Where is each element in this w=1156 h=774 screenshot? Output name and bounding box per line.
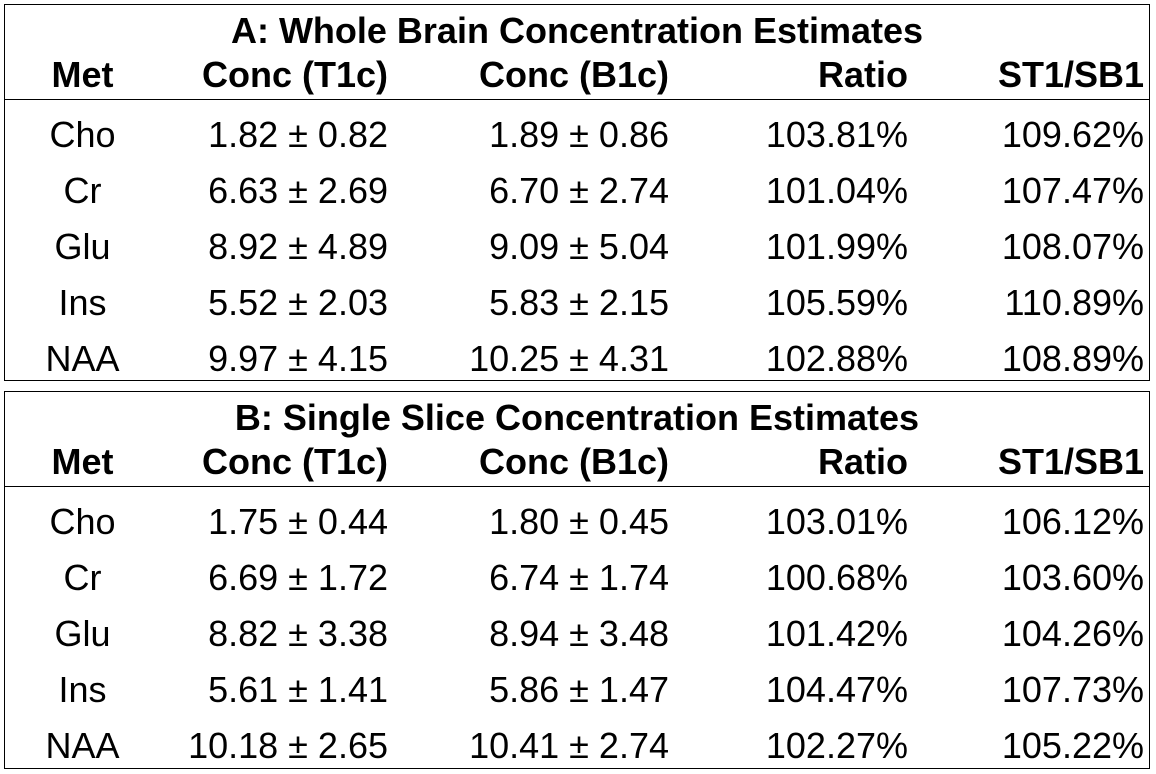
header-st1-sb1: ST1/SB1 bbox=[997, 441, 1144, 482]
cell-st1-sb1: 109.62% bbox=[1001, 114, 1144, 155]
cell-conc-b1c: 5.86 ± 1.47 bbox=[489, 669, 669, 710]
header-conc-b1c: Conc (B1c) bbox=[478, 54, 669, 95]
cell-ratio: 102.27% bbox=[765, 725, 908, 766]
cell-met: Cr bbox=[63, 557, 102, 598]
panel-whole-brain: A: Whole Brain Concentration Estimates M… bbox=[4, 4, 1150, 381]
table-row: Glu 8.92 ± 4.89 9.09 ± 5.04 101.99% 108.… bbox=[5, 219, 1149, 275]
cell-ratio: 100.68% bbox=[765, 557, 908, 598]
header-ratio: Ratio bbox=[818, 441, 908, 482]
header-conc-t1c: Conc (T1c) bbox=[201, 54, 388, 95]
cell-conc-b1c: 5.83 ± 2.15 bbox=[489, 282, 669, 323]
cell-ratio: 101.04% bbox=[765, 170, 908, 211]
cell-conc-t1c: 5.52 ± 2.03 bbox=[208, 282, 388, 323]
cell-met: Cho bbox=[49, 114, 116, 155]
cell-conc-t1c: 1.82 ± 0.82 bbox=[208, 114, 388, 155]
cell-st1-sb1: 108.89% bbox=[1001, 338, 1144, 379]
header-row: Met Conc (T1c) Conc (B1c) Ratio ST1/SB1 bbox=[5, 438, 1149, 487]
cell-ratio: 103.81% bbox=[765, 114, 908, 155]
cell-conc-b1c: 10.41 ± 2.74 bbox=[469, 725, 669, 766]
cell-conc-t1c: 6.63 ± 2.69 bbox=[208, 170, 388, 211]
cell-conc-b1c: 1.80 ± 0.45 bbox=[489, 501, 669, 542]
cell-conc-b1c: 6.74 ± 1.74 bbox=[489, 557, 669, 598]
cell-conc-t1c: 9.97 ± 4.15 bbox=[208, 338, 388, 379]
cell-conc-t1c: 1.75 ± 0.44 bbox=[208, 501, 388, 542]
cell-conc-t1c: 10.18 ± 2.65 bbox=[188, 725, 388, 766]
table-row: Cr 6.69 ± 1.72 6.74 ± 1.74 100.68% 103.6… bbox=[5, 550, 1149, 606]
panel-single-slice: B: Single Slice Concentration Estimates … bbox=[4, 391, 1150, 769]
cell-conc-b1c: 8.94 ± 3.48 bbox=[489, 613, 669, 654]
cell-met: Ins bbox=[58, 282, 107, 323]
table-row: Cr 6.63 ± 2.69 6.70 ± 2.74 101.04% 107.4… bbox=[5, 163, 1149, 219]
cell-conc-b1c: 10.25 ± 4.31 bbox=[469, 338, 669, 379]
cell-conc-b1c: 6.70 ± 2.74 bbox=[489, 170, 669, 211]
table-row: Cho 1.75 ± 0.44 1.80 ± 0.45 103.01% 106.… bbox=[5, 494, 1149, 550]
cell-met: NAA bbox=[45, 338, 120, 379]
table-row: NAA 9.97 ± 4.15 10.25 ± 4.31 102.88% 108… bbox=[5, 331, 1149, 387]
table-body: Cho 1.75 ± 0.44 1.80 ± 0.45 103.01% 106.… bbox=[5, 494, 1149, 774]
panel-title: A: Whole Brain Concentration Estimates bbox=[230, 10, 924, 51]
cell-ratio: 105.59% bbox=[765, 282, 908, 323]
header-conc-t1c: Conc (T1c) bbox=[201, 441, 388, 482]
cell-st1-sb1: 108.07% bbox=[1001, 226, 1144, 267]
cell-ratio: 102.88% bbox=[765, 338, 908, 379]
cell-met: Cho bbox=[49, 501, 116, 542]
table-body: Cho 1.82 ± 0.82 1.89 ± 0.86 103.81% 109.… bbox=[5, 107, 1149, 387]
cell-conc-t1c: 8.92 ± 4.89 bbox=[208, 226, 388, 267]
cell-met: Glu bbox=[54, 613, 111, 654]
cell-st1-sb1: 107.47% bbox=[1001, 170, 1144, 211]
table-row: Ins 5.52 ± 2.03 5.83 ± 2.15 105.59% 110.… bbox=[5, 275, 1149, 331]
header-st1-sb1: ST1/SB1 bbox=[997, 54, 1144, 95]
header-conc-b1c: Conc (B1c) bbox=[478, 441, 669, 482]
cell-st1-sb1: 107.73% bbox=[1001, 669, 1144, 710]
cell-met: Glu bbox=[54, 226, 111, 267]
cell-ratio: 103.01% bbox=[765, 501, 908, 542]
cell-met: NAA bbox=[45, 725, 120, 766]
cell-ratio: 101.99% bbox=[765, 226, 908, 267]
cell-conc-t1c: 8.82 ± 3.38 bbox=[208, 613, 388, 654]
cell-st1-sb1: 104.26% bbox=[1001, 613, 1144, 654]
cell-st1-sb1: 106.12% bbox=[1001, 501, 1144, 542]
header-met: Met bbox=[51, 54, 114, 95]
header-ratio: Ratio bbox=[818, 54, 908, 95]
cell-st1-sb1: 110.89% bbox=[1004, 282, 1144, 323]
cell-met: Ins bbox=[58, 669, 107, 710]
table-row: Ins 5.61 ± 1.41 5.86 ± 1.47 104.47% 107.… bbox=[5, 662, 1149, 718]
cell-ratio: 104.47% bbox=[765, 669, 908, 710]
cell-conc-b1c: 1.89 ± 0.86 bbox=[489, 114, 669, 155]
header-met: Met bbox=[51, 441, 114, 482]
panel-title: B: Single Slice Concentration Estimates bbox=[234, 397, 920, 438]
table-row: Glu 8.82 ± 3.38 8.94 ± 3.48 101.42% 104.… bbox=[5, 606, 1149, 662]
cell-conc-t1c: 5.61 ± 1.41 bbox=[208, 669, 388, 710]
cell-met: Cr bbox=[63, 170, 102, 211]
cell-st1-sb1: 103.60% bbox=[1001, 557, 1144, 598]
cell-conc-t1c: 6.69 ± 1.72 bbox=[208, 557, 388, 598]
cell-ratio: 101.42% bbox=[765, 613, 908, 654]
header-row: Met Conc (T1c) Conc (B1c) Ratio ST1/SB1 bbox=[5, 51, 1149, 100]
table-row: Cho 1.82 ± 0.82 1.89 ± 0.86 103.81% 109.… bbox=[5, 107, 1149, 163]
cell-conc-b1c: 9.09 ± 5.04 bbox=[489, 226, 669, 267]
cell-st1-sb1: 105.22% bbox=[1001, 725, 1144, 766]
table-row: NAA 10.18 ± 2.65 10.41 ± 2.74 102.27% 10… bbox=[5, 718, 1149, 774]
